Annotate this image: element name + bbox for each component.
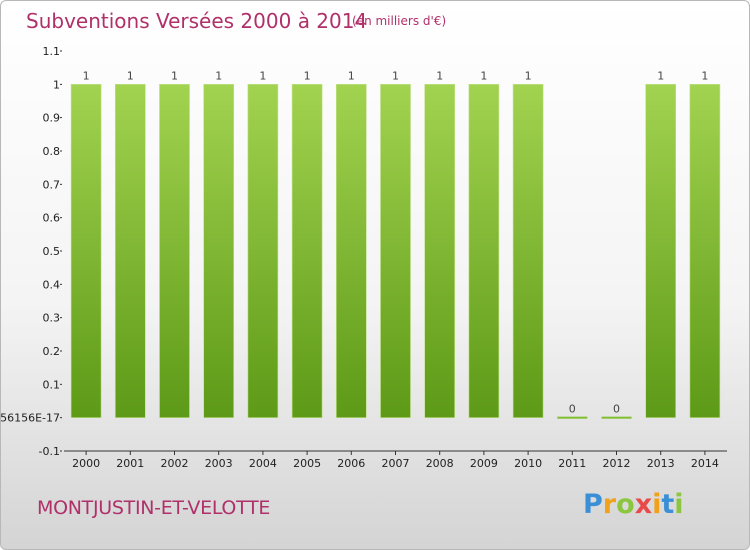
x-tick-label-2007: 2007 [382, 457, 410, 470]
bar-2012 [601, 416, 632, 419]
commune-name: MONTJUSTIN-ET-VELOTTE [37, 497, 271, 519]
x-tick-label-2006: 2006 [337, 457, 365, 470]
data-label-2005: 1 [304, 69, 311, 82]
y-tick-label: 1 [53, 78, 60, 91]
bar-2007 [380, 84, 411, 418]
data-label-2011: 0 [569, 403, 576, 416]
data-label-2008: 1 [436, 69, 443, 82]
data-label-2003: 1 [215, 69, 222, 82]
x-tick-label-2010: 2010 [514, 457, 542, 470]
y-tick-label: 0.5 [43, 245, 61, 258]
bar-2011 [557, 416, 588, 419]
y-tick-label: 2.77555756156E-17 [1, 412, 60, 425]
x-tick-label-2002: 2002 [161, 457, 189, 470]
logo-letter: P [583, 489, 603, 520]
bar-2008 [424, 84, 456, 418]
y-tick-label: -0.1 [39, 445, 60, 458]
bar-2013 [645, 84, 677, 418]
data-label-2009: 1 [480, 69, 487, 82]
y-tick-label: 0.8 [43, 145, 61, 158]
data-label-2013: 1 [657, 69, 664, 82]
proxiti-logo: Proxiti [583, 489, 684, 520]
data-label-2001: 1 [127, 69, 134, 82]
chart-title: Subventions Versées 2000 à 2014 [26, 9, 368, 33]
logo-letter: i [652, 489, 662, 520]
bar-2000 [70, 84, 102, 418]
x-tick-label-2004: 2004 [249, 457, 277, 470]
logo-letter: r [602, 489, 617, 520]
data-labels-group: 1 1 1 1 1 1 1 1 1 1 1 0 0 1 1 [83, 69, 709, 415]
x-tick-label-2014: 2014 [691, 457, 719, 470]
x-tick-label-2011: 2011 [558, 457, 586, 470]
x-axis: 2000 2001 2002 2003 2004 2005 2006 2007 2008 2009… [64, 450, 727, 470]
x-tick-label-2013: 2013 [647, 457, 675, 470]
x-tick-label-2000: 2000 [72, 457, 100, 470]
bar-2014 [689, 84, 721, 418]
x-tick-label-2005: 2005 [293, 457, 321, 470]
data-label-2007: 1 [392, 69, 399, 82]
y-tick-label: 0.7 [43, 178, 61, 191]
bar-2010 [512, 84, 544, 418]
data-label-2012: 0 [613, 403, 620, 416]
x-tick-label-2003: 2003 [205, 457, 233, 470]
bar-2005 [291, 84, 323, 418]
bar-2006 [335, 84, 367, 418]
data-label-2002: 1 [171, 69, 178, 82]
data-label-2006: 1 [348, 69, 355, 82]
y-tick-label: 0.3 [43, 312, 61, 325]
bar-2004 [247, 84, 279, 418]
bars-group [70, 84, 721, 419]
logo-letter: x [634, 489, 653, 520]
logo-letter: t [661, 489, 675, 520]
x-tick-label-2012: 2012 [603, 457, 631, 470]
y-tick-label: 0.2 [43, 345, 61, 358]
data-label-2014: 1 [701, 69, 708, 82]
chart-unit-label: (en milliers d'€) [352, 14, 447, 28]
bar-2003 [203, 84, 234, 418]
x-tick-label-2009: 2009 [470, 457, 498, 470]
y-tick-label: 0.9 [43, 112, 61, 125]
bar-2002 [159, 84, 190, 418]
y-tick-label: 0.1 [43, 378, 61, 391]
y-tick-label: 1.1 [43, 45, 61, 58]
x-tick-label-2001: 2001 [116, 457, 144, 470]
data-label-2000: 1 [83, 69, 90, 82]
data-label-2010: 1 [525, 69, 532, 82]
y-tick-label: 0.6 [43, 212, 61, 225]
logo-letter: i [674, 489, 684, 520]
y-tick-label: 0.4 [43, 278, 61, 291]
x-tick-label-2008: 2008 [426, 457, 454, 470]
bar-2001 [115, 84, 146, 418]
logo-letter: o [616, 489, 635, 520]
y-axis: -0.1 2.77555756156E-17 0.1 0.2 0.3 0.4 0.5 0.6 0… [1, 45, 62, 458]
bar-2009 [468, 84, 500, 418]
data-label-2004: 1 [259, 69, 266, 82]
